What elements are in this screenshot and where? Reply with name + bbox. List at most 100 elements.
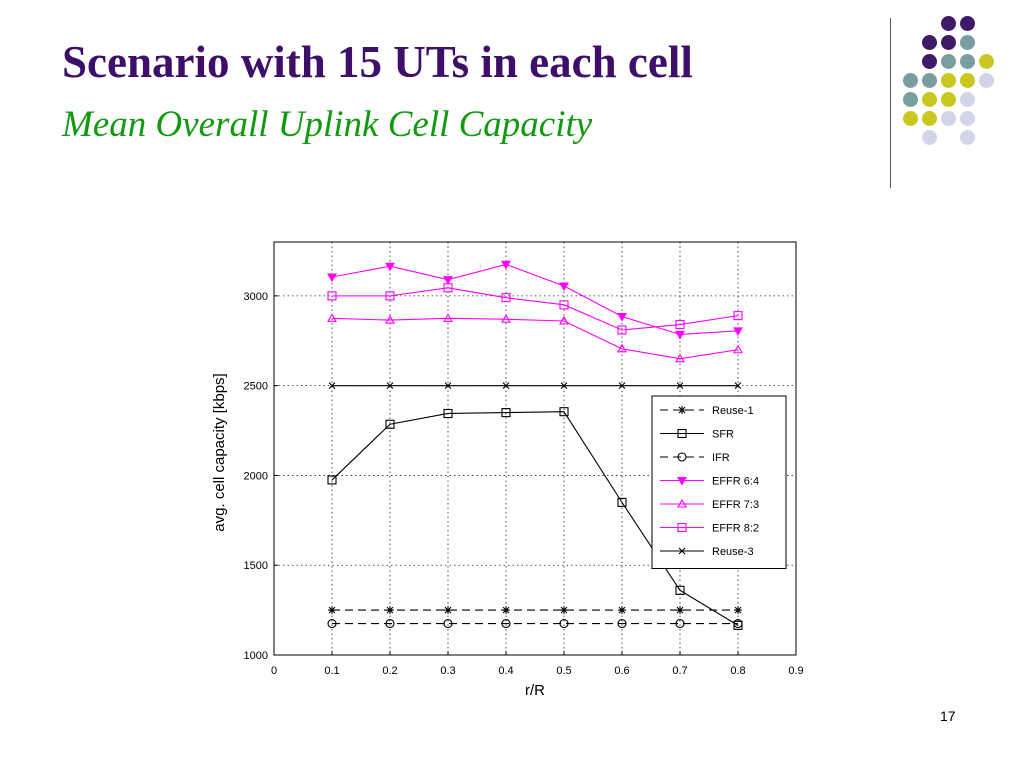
legend-marker [677, 522, 687, 533]
data-point-ifr [733, 619, 743, 629]
data-point-ifr [617, 619, 627, 629]
legend-marker [678, 406, 686, 414]
legend-marker [677, 428, 687, 439]
x-tick-label: 0.5 [556, 665, 571, 677]
data-point-ifr [385, 619, 395, 629]
decor-dot [922, 92, 937, 107]
page-number: 17 [940, 708, 956, 724]
legend-entry-ifr: IFR [660, 452, 730, 464]
data-point-reuse-3 [560, 382, 568, 390]
data-point-effr-6-4 [617, 312, 627, 322]
data-point-reuse-3 [328, 382, 336, 390]
series-line-sfr [331, 411, 739, 626]
data-point-reuse-1 [386, 606, 394, 615]
series-effr-7-3 [327, 313, 743, 363]
y-axis-label: avg. cell capacity [kbps] [211, 373, 228, 531]
data-point-effr-8-2 [675, 320, 685, 330]
x-tick-label: 0.3 [440, 665, 455, 677]
data-point-reuse-3 [502, 382, 510, 390]
x-axis-label: r/R [525, 682, 545, 699]
legend-label: Reuse-1 [712, 405, 754, 417]
data-point-effr-7-3 [501, 314, 511, 323]
legend-entry-reuse-1: Reuse-1 [660, 405, 754, 417]
legend-label: EFFR 7:3 [712, 499, 759, 511]
data-point-reuse-3 [676, 382, 684, 390]
data-point-effr-8-2 [617, 325, 627, 335]
series-line-effr-7-3 [331, 317, 739, 360]
data-point-effr-8-2 [501, 293, 511, 303]
data-point-reuse-3 [734, 382, 742, 390]
data-point-effr-6-4 [675, 330, 685, 340]
x-tick-label: 0.8 [730, 665, 745, 677]
data-point-reuse-1 [734, 606, 742, 615]
data-point-effr-8-2 [443, 283, 453, 293]
decor-dot [922, 35, 937, 50]
data-point-effr-6-4 [385, 262, 395, 272]
x-tick-label: 0.9 [788, 665, 803, 677]
x-tick-label: 0.1 [324, 665, 339, 677]
x-tick-label: 0.2 [382, 665, 397, 677]
decor-dot [941, 54, 956, 69]
decor-dot [941, 92, 956, 107]
data-point-effr-6-4 [327, 273, 337, 283]
data-point-sfr [559, 407, 569, 417]
slide-title: Scenario with 15 UTs in each cell [62, 37, 693, 87]
data-point-effr-7-3 [617, 343, 627, 353]
data-point-effr-7-3 [385, 315, 395, 324]
data-point-reuse-3 [444, 382, 452, 390]
decor-dot [903, 73, 918, 88]
legend-entry-sfr: SFR [660, 429, 734, 441]
legend-marker [677, 476, 687, 486]
data-point-sfr [501, 408, 511, 418]
data-point-sfr [617, 497, 627, 507]
decor-dot [960, 92, 975, 107]
legend-entry-effr-7-3: EFFR 7:3 [660, 498, 759, 511]
data-point-ifr [443, 619, 453, 629]
decor-dot [903, 92, 918, 107]
legend-label: Reuse-3 [712, 546, 754, 558]
data-point-effr-6-4 [501, 260, 511, 270]
legend-entry-effr-6-4: EFFR 6:4 [660, 476, 759, 488]
decor-dot [960, 130, 975, 145]
legend-label: EFFR 6:4 [712, 476, 759, 488]
x-tick-label: 0.4 [498, 665, 513, 677]
decor-dot [960, 54, 975, 69]
data-point-reuse-1 [444, 606, 452, 615]
decor-dot [941, 111, 956, 126]
decor-dot [922, 130, 937, 145]
decor-dot [941, 73, 956, 88]
series-reuse-1 [328, 606, 742, 615]
data-point-sfr [443, 408, 453, 419]
data-point-effr-6-4 [733, 327, 743, 336]
series-effr-6-4 [327, 260, 743, 340]
data-point-ifr [327, 619, 337, 629]
decor-dot [960, 111, 975, 126]
decor-dot [941, 35, 956, 50]
decor-dot [979, 54, 994, 69]
decor-dot [922, 111, 937, 126]
legend-box [651, 395, 787, 569]
y-tick-label: 3000 [244, 291, 268, 303]
data-point-reuse-1 [502, 606, 510, 615]
decor-dot [922, 54, 937, 69]
series-line-effr-8-2 [332, 287, 739, 331]
data-point-effr-6-4 [443, 276, 453, 285]
x-tick-label: 0.6 [614, 665, 629, 677]
decor-dot [922, 73, 937, 88]
plot-frame [273, 241, 797, 656]
legend-marker [678, 547, 686, 555]
legend-marker [677, 498, 687, 508]
decor-dot [960, 16, 975, 31]
divider-line [890, 18, 891, 188]
data-point-sfr [327, 475, 337, 485]
data-point-effr-7-3 [443, 313, 453, 322]
data-point-effr-6-4 [559, 282, 569, 292]
data-point-sfr [385, 419, 395, 429]
decor-dot [960, 73, 975, 88]
slide-subtitle: Mean Overall Uplink Cell Capacity [62, 104, 593, 145]
data-point-ifr [501, 619, 511, 629]
y-tick-label: 2000 [244, 470, 268, 482]
data-point-reuse-1 [676, 606, 684, 615]
data-point-effr-8-2 [327, 291, 337, 301]
data-point-reuse-1 [328, 606, 336, 615]
